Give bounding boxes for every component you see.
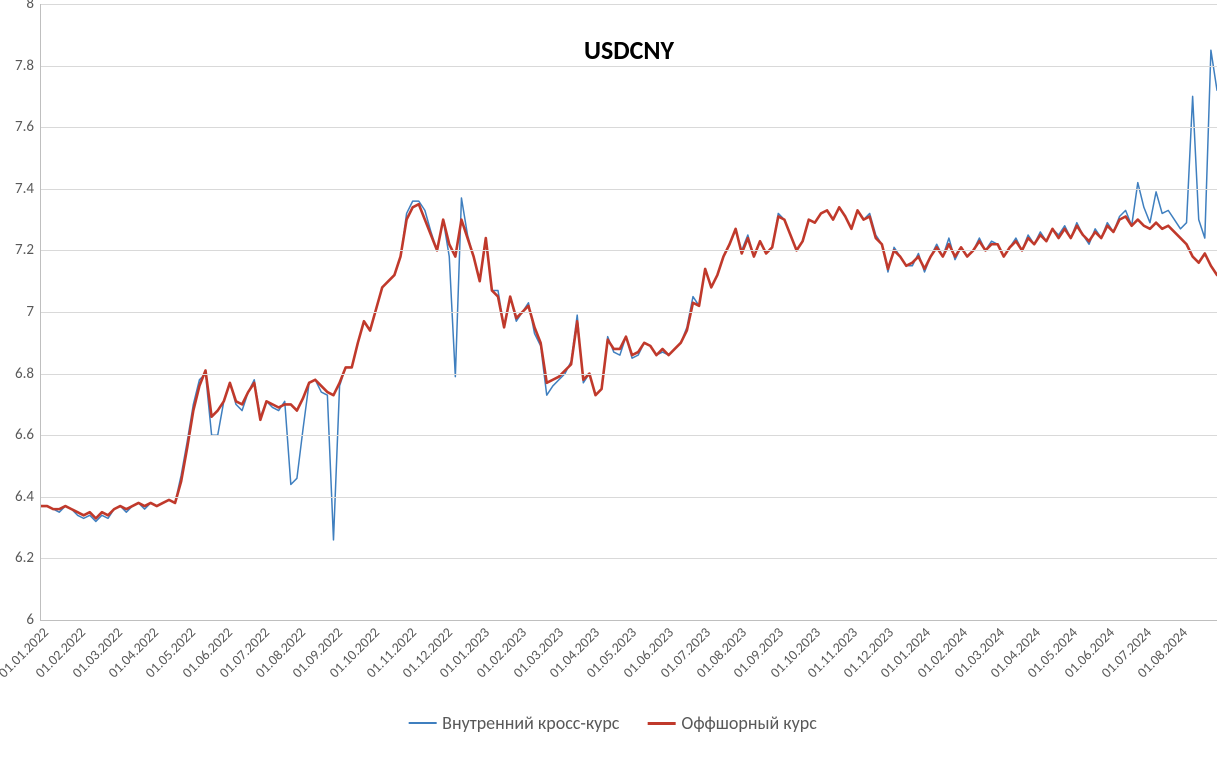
y-tick-label: 6.4: [0, 488, 34, 506]
y-tick-label: 7.8: [0, 57, 34, 75]
y-tick-label: 6.2: [0, 549, 34, 567]
legend-label: Внутренний кросс-курс: [442, 712, 619, 734]
y-tick-label: 6.6: [0, 426, 34, 444]
y-tick-label: 6: [0, 611, 34, 629]
grid-line: [41, 189, 1217, 190]
grid-line: [41, 558, 1217, 559]
legend-label: Оффшорный курс: [681, 712, 816, 734]
chart-container: 66.26.46.66.877.27.47.67.88 USDCNY 01.01…: [0, 0, 1225, 764]
grid-line: [41, 4, 1217, 5]
y-tick-label: 8: [0, 0, 34, 13]
grid-line: [41, 312, 1217, 313]
legend-item-offshore: Оффшорный курс: [647, 712, 816, 734]
grid-line: [41, 497, 1217, 498]
grid-line: [41, 250, 1217, 251]
grid-line: [41, 127, 1217, 128]
y-tick-label: 7: [0, 303, 34, 321]
legend-swatch: [408, 722, 436, 724]
y-tick-label: 7.2: [0, 241, 34, 259]
chart-title: USDCNY: [584, 34, 674, 66]
y-tick-label: 6.8: [0, 365, 34, 383]
legend-swatch: [647, 722, 675, 725]
legend-item-onshore: Внутренний кросс-курс: [408, 712, 619, 734]
legend: Внутренний кросс-курс Оффшорный курс: [408, 712, 817, 734]
series-onshore: [41, 50, 1217, 540]
grid-line: [41, 374, 1217, 375]
y-tick-label: 7.6: [0, 118, 34, 136]
grid-line: [41, 435, 1217, 436]
y-tick-label: 7.4: [0, 180, 34, 198]
plot-area: USDCNY: [40, 4, 1217, 621]
